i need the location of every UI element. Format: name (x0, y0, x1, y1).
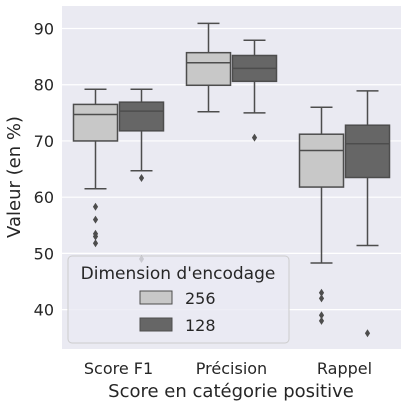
legend-title: Dimension d'encodage (81, 264, 276, 284)
legend-swatch-256 (139, 290, 173, 305)
box-body (185, 51, 232, 87)
outlier-point (138, 174, 145, 183)
outlier-point (92, 232, 99, 241)
box-body (118, 101, 165, 132)
box-group (118, 88, 165, 264)
y-tick-label: 90 (34, 19, 54, 38)
outlier-point (318, 311, 325, 320)
legend-label-256: 256 (185, 289, 216, 308)
legend-swatch-128 (139, 317, 173, 332)
legend-frame (67, 255, 290, 344)
legend: Dimension d'encodage 256 128 (67, 255, 290, 344)
box-body (72, 103, 119, 142)
y-tick-label: 60 (34, 188, 54, 207)
tick-layer: 40 50 60 70 80 90 Score F1 Précision Rappel (34, 19, 372, 378)
x-tick-label: Précision (196, 359, 267, 378)
y-tick-label: 50 (34, 244, 54, 263)
box-group (185, 22, 232, 113)
x-tick-label: Rappel (317, 359, 372, 378)
box-layer (72, 22, 391, 338)
y-tick-label: 70 (34, 132, 54, 151)
box-group (344, 90, 391, 338)
outlier-point (92, 202, 99, 211)
x-axis-label: Score en catégorie positive (108, 381, 354, 402)
legend-label-128: 128 (185, 316, 216, 335)
outlier-point (251, 133, 258, 142)
y-axis-label: Valeur (en %) (4, 116, 25, 238)
y-tick-label: 40 (34, 301, 54, 320)
box-group (231, 39, 278, 142)
box-group (72, 88, 119, 248)
outlier-point (318, 316, 325, 325)
box-group (298, 106, 345, 325)
y-tick-label: 80 (34, 76, 54, 95)
x-tick-label: Score F1 (84, 359, 153, 378)
outlier-point (92, 215, 99, 224)
outlier-point (92, 239, 99, 248)
outlier-point (318, 294, 325, 303)
outlier-point (364, 329, 371, 338)
box-body (344, 124, 391, 179)
outlier-point (318, 288, 325, 297)
box-body (298, 133, 345, 188)
